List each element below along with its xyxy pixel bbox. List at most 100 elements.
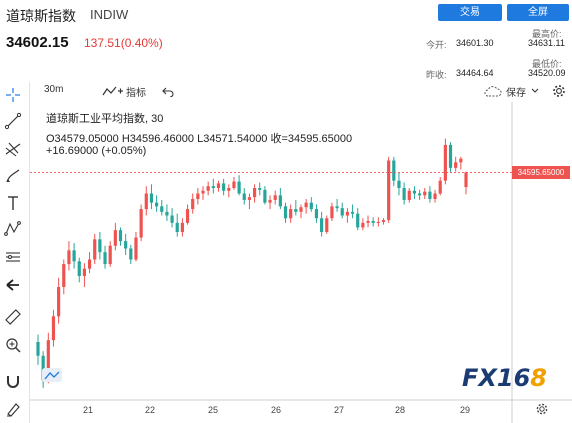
candle <box>263 186 267 205</box>
candle <box>402 182 406 205</box>
trade-button[interactable]: 交易 <box>438 4 502 21</box>
candle-body <box>294 209 298 212</box>
candle <box>417 189 422 200</box>
candle-body <box>304 202 308 208</box>
ruler-icon[interactable] <box>4 308 22 326</box>
fx168-logo: FX168 <box>462 364 547 392</box>
candle <box>340 202 344 219</box>
candle <box>134 232 138 262</box>
candle-body <box>407 190 411 200</box>
candle <box>258 182 262 196</box>
candle <box>118 227 123 246</box>
chart-toolbar: 30m 指标 保存 <box>32 82 572 102</box>
crosshair-icon[interactable] <box>4 86 22 104</box>
candle <box>366 215 370 228</box>
candle-body <box>402 188 406 200</box>
candle <box>273 190 277 205</box>
candle-body <box>309 202 313 210</box>
pattern-tool-icon[interactable] <box>4 220 22 238</box>
candle-body <box>268 199 272 203</box>
candle <box>397 172 401 196</box>
settings-gear-icon[interactable] <box>552 84 566 98</box>
candle-body <box>57 287 61 317</box>
interval-selector[interactable]: 30m <box>44 84 64 95</box>
candle <box>268 195 272 210</box>
candle-body <box>129 248 133 260</box>
candle-body <box>175 222 179 232</box>
candle-body <box>252 188 257 198</box>
candle <box>103 245 107 269</box>
candle <box>67 241 71 271</box>
candle-body <box>72 250 76 262</box>
candle-body <box>278 195 282 207</box>
candle-body <box>113 230 117 246</box>
eye-cloud-icon[interactable] <box>42 368 62 382</box>
instrument-name: 道琼斯指数 <box>6 8 76 24</box>
candle-body <box>155 202 159 207</box>
candle-body <box>62 264 66 287</box>
candle <box>412 186 417 199</box>
candle <box>423 188 427 199</box>
candle <box>206 181 210 196</box>
candle <box>304 199 308 214</box>
candle-body <box>350 211 355 214</box>
candle <box>139 204 143 242</box>
x-tick-label: 22 <box>145 405 155 415</box>
indicators-button[interactable]: 指标 <box>126 88 146 99</box>
x-tick-label: 26 <box>271 405 281 415</box>
candle <box>356 208 360 231</box>
trend-line-icon[interactable] <box>4 112 22 130</box>
candle <box>82 263 87 287</box>
candle-body <box>247 197 252 200</box>
candle <box>278 188 282 210</box>
low-label: 最低价: <box>532 59 562 69</box>
indicators-icon[interactable] <box>102 85 124 97</box>
candle <box>443 138 447 185</box>
candle <box>345 208 349 223</box>
undo-icon[interactable] <box>162 85 174 97</box>
fullscreen-button[interactable]: 全屏 <box>507 4 569 21</box>
candle <box>252 184 257 203</box>
candle-body <box>227 188 231 191</box>
candle-body <box>211 186 215 188</box>
candle-body <box>206 186 210 191</box>
cloud-icon[interactable] <box>484 85 502 98</box>
candle-body <box>371 221 375 223</box>
magnet-icon[interactable] <box>4 372 22 390</box>
candle <box>381 218 386 225</box>
save-button[interactable]: 保存 <box>506 88 526 99</box>
zoom-in-icon[interactable] <box>4 336 22 354</box>
candlestick-chart[interactable]: 21 22 25 26 27 28 29 <box>30 102 572 423</box>
candle <box>98 232 102 260</box>
candle-body <box>263 189 267 203</box>
candle-body <box>459 158 463 163</box>
candle <box>175 213 179 237</box>
candle-body <box>381 220 386 222</box>
chart-area[interactable]: 21 22 25 26 27 28 29 道琼斯工业平均指数, 30 O34579.0500… <box>30 102 572 423</box>
ohlc-legend: O34579.05000 H34596.46000 L34571.54000 收… <box>46 133 353 145</box>
lock-pencil-icon[interactable] <box>4 400 22 418</box>
back-arrow-icon[interactable] <box>4 276 22 294</box>
x-tick-label: 25 <box>208 405 218 415</box>
candle <box>57 277 61 324</box>
candle-body <box>87 259 92 269</box>
measure-tool-icon[interactable] <box>4 248 22 266</box>
candle-body <box>51 316 56 341</box>
fib-tool-icon[interactable] <box>4 140 22 158</box>
candle <box>289 204 293 223</box>
chevron-down-icon[interactable] <box>531 88 539 94</box>
candle-body <box>330 206 334 219</box>
candle-body <box>345 211 349 216</box>
candle-body <box>289 209 293 219</box>
candle <box>165 204 169 221</box>
candle-body <box>134 237 138 260</box>
candle-body <box>216 183 221 188</box>
x-tick-label: 28 <box>395 405 405 415</box>
axis-settings-icon[interactable] <box>536 403 548 415</box>
brush-icon[interactable] <box>4 167 22 185</box>
instrument-code: INDIW <box>90 7 129 22</box>
candle-body <box>376 221 380 223</box>
candle <box>144 186 148 216</box>
last-price-tag: 34595.65000 <box>512 166 570 180</box>
text-tool-icon[interactable] <box>4 194 22 212</box>
